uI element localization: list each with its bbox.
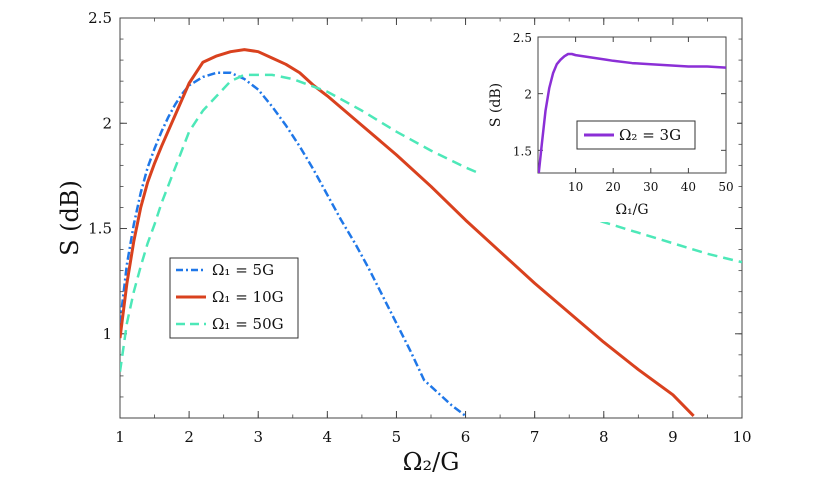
inset-x-tick-label: 50 (718, 180, 733, 194)
main-y-tick-label: 2.5 (88, 9, 112, 27)
main-x-tick-label: 9 (668, 428, 678, 446)
main-y-axis-title: S (dB) (56, 180, 84, 256)
inset-series (538, 52, 726, 173)
main-x-tick-label: 1 (115, 428, 125, 446)
main-ticks: 1 2 3 4 5 6 7 8 9 10 1 1.5 2 2.5 (88, 9, 751, 446)
main-x-tick-label: 8 (599, 428, 609, 446)
legend-label-10G: Ω₁ = 10G (212, 288, 284, 306)
main-x-tick-label: 7 (530, 428, 540, 446)
main-legend: Ω₁ = 5G Ω₁ = 10G Ω₁ = 50G (169, 257, 299, 339)
inset-y-tick-label: 2 (524, 88, 532, 102)
main-x-tick-label: 2 (184, 428, 194, 446)
inset-x-tick-label: 10 (568, 180, 583, 194)
main-series-line-0 (120, 71, 467, 417)
main-y-tick-label: 2 (102, 114, 112, 132)
inset-x-tick-label: 40 (681, 180, 696, 194)
main-y-tick-label: 1.5 (88, 220, 112, 238)
main-plot: 1 2 3 4 5 6 7 8 9 10 1 1.5 2 2.5 Ω₂/G S (dB) Ω₁ = 5G … (56, 9, 752, 476)
main-x-tick-label: 4 (323, 428, 333, 446)
inset-y-tick-label: 2.5 (513, 31, 532, 45)
main-series-line-1 (120, 48, 695, 417)
inset-ticks: 10 20 30 40 50 1.5 2 2.5 (513, 31, 734, 194)
legend-label-50G: Ω₁ = 50G (212, 315, 284, 333)
inset-x-tick-label: 20 (606, 180, 621, 194)
main-x-tick-label: 5 (392, 428, 402, 446)
main-x-tick-label: 3 (253, 428, 263, 446)
inset-x-tick-label: 30 (643, 180, 658, 194)
inset-y-tick-label: 1.5 (513, 144, 532, 158)
main-x-tick-label: 10 (732, 428, 751, 446)
inset-legend: Ω₂ = 3G (576, 120, 696, 150)
main-x-tick-label: 6 (461, 428, 471, 446)
inset-plot: 10 20 30 40 50 1.5 2 2.5 Ω₁/G S (dB) Ω₂ = 3G (480, 26, 737, 222)
main-x-axis-title: Ω₂/G (403, 448, 460, 476)
inset-legend-label: Ω₂ = 3G (619, 126, 681, 144)
main-y-tick-label: 1 (102, 325, 112, 343)
main-series-line-2 (120, 73, 742, 372)
legend-label-5G: Ω₁ = 5G (212, 261, 274, 279)
main-series (120, 48, 742, 417)
inset-x-axis-title: Ω₁/G (615, 202, 648, 218)
inset-y-axis-title: S (dB) (488, 83, 504, 127)
inset-plot-frame (537, 36, 727, 174)
inset-series-line-0 (538, 52, 726, 173)
